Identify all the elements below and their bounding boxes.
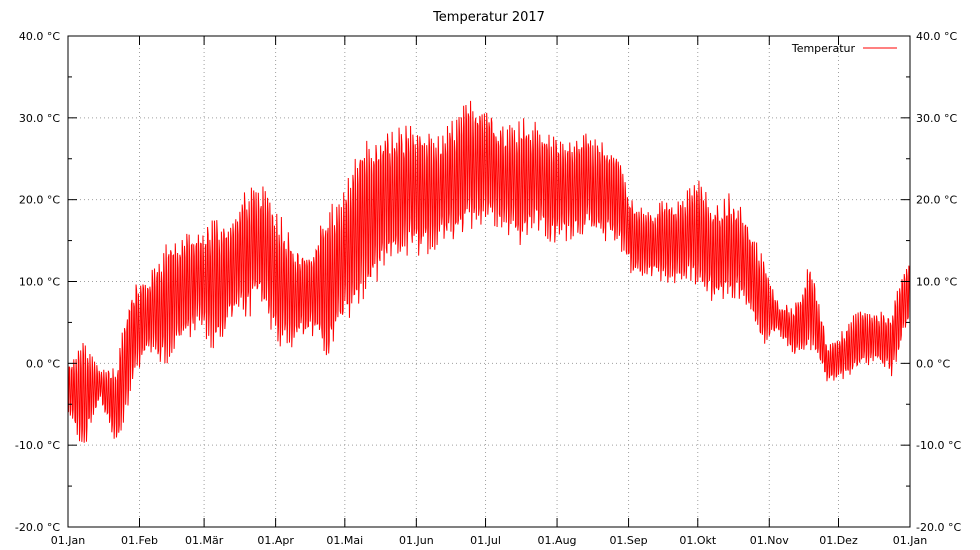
y-tick-label: 10.0 °C	[19, 276, 60, 289]
y2-tick-label: -10.0 °C	[916, 439, 961, 452]
series-line-temperatur	[67, 100, 911, 443]
x-tick-label: 01.Dez	[819, 534, 858, 547]
y2-tick-label: 30.0 °C	[916, 112, 957, 125]
x-tick-label: 01.Mai	[326, 534, 363, 547]
x-tick-label: 01.Nov	[750, 534, 789, 547]
series-temperatur	[67, 100, 911, 443]
y2-tick-label: 0.0 °C	[916, 357, 950, 370]
x-tick-label: 01.Jan	[51, 534, 85, 547]
x-axis-labels: 01.Jan 01.Feb 01.Mär 01.Apr 01.Mai 01.Jun 01.J…	[51, 534, 927, 547]
x-tick-label: 01.Jun	[399, 534, 434, 547]
y-tick-label: 0.0 °C	[26, 357, 60, 370]
chart-title: Temperatur 2017	[432, 10, 545, 25]
y2-tick-label: 20.0 °C	[916, 194, 957, 207]
y-tick-label: 20.0 °C	[19, 194, 60, 207]
x-tick-label: 01.Jan	[893, 534, 927, 547]
axis-ticks	[67, 35, 911, 528]
legend: Temperatur	[791, 42, 897, 55]
x-tick-label: 01.Aug	[538, 534, 577, 547]
x-tick-label: 01.Mär	[185, 534, 224, 547]
x-tick-label: 01.Sep	[609, 534, 647, 547]
x-tick-label: 01.Jul	[470, 534, 501, 547]
y-tick-label: -20.0 °C	[15, 521, 60, 534]
y2-tick-label: 40.0 °C	[916, 30, 957, 43]
y-axis-labels: -20.0 °C -10.0 °C 0.0 °C 10.0 °C 20.0 °C 30.0…	[15, 30, 60, 534]
legend-label: Temperatur	[791, 42, 856, 55]
y2-tick-label: -20.0 °C	[916, 521, 961, 534]
x-tick-label: 01.Okt	[679, 534, 717, 547]
x-tick-label: 01.Feb	[121, 534, 158, 547]
y-tick-label: 30.0 °C	[19, 112, 60, 125]
y-tick-label: -10.0 °C	[15, 439, 60, 452]
y-tick-label: 40.0 °C	[19, 30, 60, 43]
x-tick-label: 01.Apr	[257, 534, 294, 547]
y2-tick-label: 10.0 °C	[916, 276, 957, 289]
y2-axis-labels: -20.0 °C -10.0 °C 0.0 °C 10.0 °C 20.0 °C 30.0…	[916, 30, 961, 534]
